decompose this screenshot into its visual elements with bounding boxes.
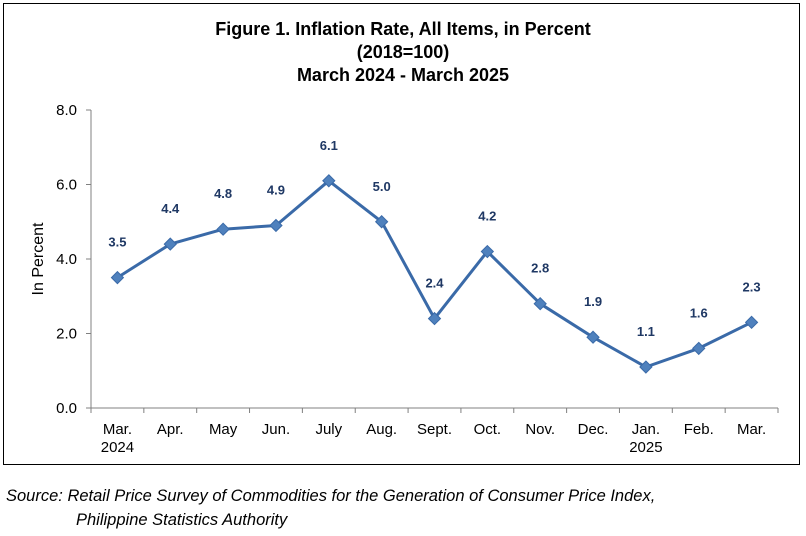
series-1-line xyxy=(116,179,753,369)
x-tick-label: Aug. xyxy=(366,421,397,438)
data-point-marker xyxy=(427,311,442,326)
x-tick-label: Dec. xyxy=(578,421,609,438)
data-label: 2.3 xyxy=(743,279,761,294)
data-point-marker xyxy=(692,341,706,356)
series-line xyxy=(116,179,753,369)
source-note: Source: Retail Price Survey of Commoditi… xyxy=(6,484,655,532)
data-point-marker xyxy=(110,270,125,285)
data-point-marker xyxy=(163,237,177,251)
data-label: 3.5 xyxy=(108,235,126,250)
chart-frame xyxy=(3,3,800,465)
data-point-marker xyxy=(374,215,389,229)
data-point-marker xyxy=(480,244,495,259)
data-point-marker xyxy=(533,296,547,311)
x-tick-label: 2025 xyxy=(629,439,662,456)
data-label: 1.9 xyxy=(584,294,602,309)
x-tick-label: Mar. xyxy=(103,421,132,438)
x-tick-label: Nov. xyxy=(525,421,555,438)
chart-title-line-2: (2018=100) xyxy=(357,42,450,62)
x-tick-label: 2024 xyxy=(101,439,134,456)
y-axis-label: In Percent xyxy=(30,222,47,295)
data-label: 1.1 xyxy=(637,324,655,339)
inflation-line-chart: Figure 1. Inflation Rate, All Items, in … xyxy=(30,19,779,456)
x-tick-label: Feb. xyxy=(684,421,714,438)
data-markers xyxy=(110,174,759,374)
x-tick-label: Oct. xyxy=(474,421,502,438)
x-tick-label: Sept. xyxy=(417,421,452,438)
data-label: 4.2 xyxy=(478,209,496,224)
x-tick-label: July xyxy=(315,421,342,438)
data-point-marker xyxy=(216,222,230,236)
data-point-marker xyxy=(269,218,283,233)
data-label: 6.1 xyxy=(320,138,338,153)
data-point-marker xyxy=(639,360,653,374)
chart-title-line-3: March 2024 - March 2025 xyxy=(297,65,509,85)
data-label: 1.6 xyxy=(690,305,708,320)
data-point-marker xyxy=(322,174,336,188)
source-line-1: Source: Retail Price Survey of Commoditi… xyxy=(6,487,656,505)
x-tick-label: May xyxy=(209,421,238,438)
chart-title: Figure 1. Inflation Rate, All Items, in … xyxy=(215,19,590,85)
y-tick-label: 0.0 xyxy=(56,400,77,417)
x-tick-label: Jun. xyxy=(262,421,290,438)
data-point-marker xyxy=(744,315,759,330)
data-labels: 3.5 4.4 4.8 4.9 6.1 5.0 2.4 4.2 2.8 1.9 1.1 1.6 2.3 xyxy=(108,138,760,339)
y-tick-labels: 0.0 2.0 4.0 6.0 8.0 xyxy=(56,102,77,417)
x-tick-label: Jan. xyxy=(632,421,660,438)
y-tick-label: 4.0 xyxy=(56,251,77,268)
data-label: 4.8 xyxy=(214,186,232,201)
data-point-marker xyxy=(586,330,600,344)
source-line-2: Philippine Statistics Authority xyxy=(76,511,288,529)
data-label: 4.9 xyxy=(267,182,285,197)
chart-title-line-1: Figure 1. Inflation Rate, All Items, in … xyxy=(215,19,590,39)
chart-axes xyxy=(86,109,779,413)
y-tick-label: 8.0 xyxy=(56,102,77,119)
data-label: 2.8 xyxy=(531,261,549,276)
y-tick-label: 2.0 xyxy=(56,326,77,343)
x-tick-label: Mar. xyxy=(737,421,766,438)
y-tick-label: 6.0 xyxy=(56,177,77,194)
data-label: 4.4 xyxy=(161,201,180,216)
x-tick-label: Apr. xyxy=(157,421,184,438)
data-label: 5.0 xyxy=(373,179,391,194)
data-label: 2.4 xyxy=(425,276,444,291)
